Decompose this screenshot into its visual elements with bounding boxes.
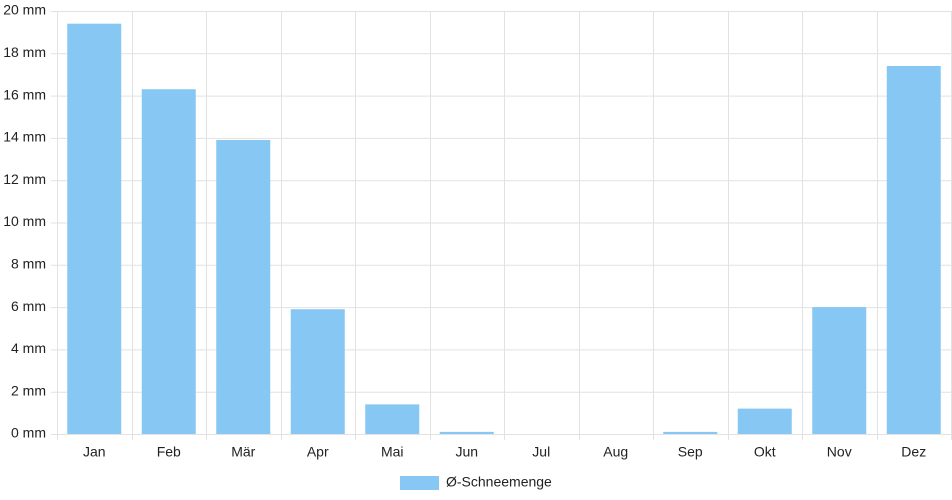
bar [886, 65, 941, 435]
y-tick-label: 16 mm [3, 86, 46, 102]
y-tick-label: 4 mm [11, 340, 46, 356]
y-tick-label: 2 mm [11, 382, 46, 398]
y-tick-label: 10 mm [3, 213, 46, 229]
bar [812, 307, 867, 434]
bar [67, 23, 122, 434]
x-tick-label: Apr [307, 444, 329, 460]
x-tick-label: Dez [901, 444, 926, 460]
bar [439, 431, 494, 434]
x-tick-label: Sep [678, 444, 703, 460]
y-tick-label: 14 mm [3, 129, 46, 145]
bar [737, 408, 792, 434]
y-tick-label: 0 mm [11, 425, 46, 441]
bar [365, 404, 420, 434]
x-tick-label: Jan [83, 444, 106, 460]
x-tick-label: Okt [754, 444, 776, 460]
x-tick-label: Mär [231, 444, 255, 460]
legend-swatch [400, 476, 439, 490]
x-tick-label: Feb [157, 444, 181, 460]
x-tick-label: Mai [381, 444, 404, 460]
y-tick-label: 6 mm [11, 298, 46, 314]
x-tick-label: Jun [455, 444, 478, 460]
x-tick-label: Jul [532, 444, 550, 460]
bar [663, 431, 718, 434]
bar [141, 89, 196, 434]
bar [290, 309, 345, 434]
y-tick-label: 12 mm [3, 171, 46, 187]
x-tick-label: Nov [827, 444, 852, 460]
bar [216, 140, 271, 434]
y-tick-label: 18 mm [3, 44, 46, 60]
legend-label: Ø-Schneemenge [446, 474, 552, 490]
y-tick-label: 20 mm [3, 2, 46, 18]
x-tick-label: Aug [603, 444, 628, 460]
y-tick-label: 8 mm [11, 256, 46, 272]
